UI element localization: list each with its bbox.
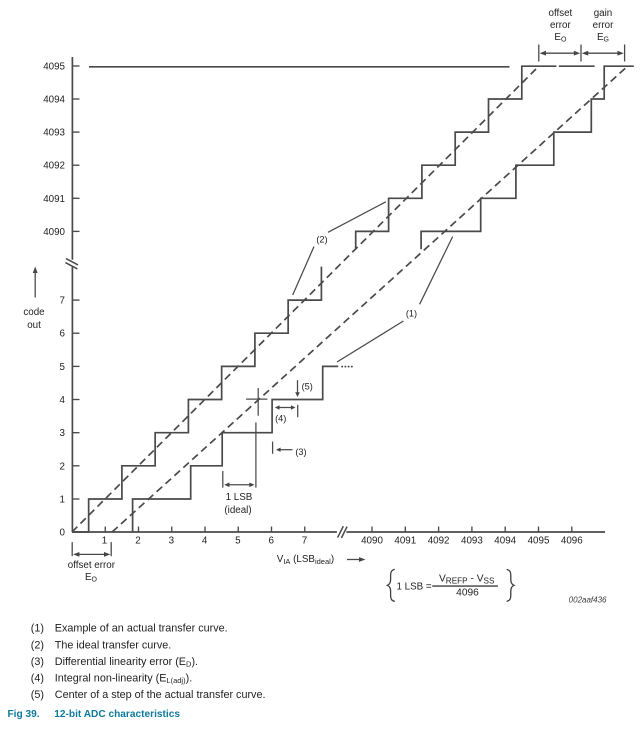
svg-text:002aaf436: 002aaf436: [569, 596, 607, 605]
svg-text:Example of an actual transfer: Example of an actual transfer curve.: [55, 623, 228, 635]
svg-text:4: 4: [202, 536, 208, 547]
svg-text:(2): (2): [316, 235, 327, 245]
svg-text:5: 5: [60, 362, 66, 373]
svg-text:1: 1: [60, 495, 65, 506]
svg-text:6: 6: [268, 536, 274, 547]
svg-text:4096: 4096: [561, 536, 583, 547]
svg-text:4096: 4096: [456, 588, 479, 599]
svg-text:2: 2: [60, 461, 65, 472]
svg-text:(3): (3): [295, 447, 306, 457]
svg-text:4091: 4091: [394, 536, 416, 547]
svg-text:offset: offset: [549, 8, 573, 19]
svg-text:(3): (3): [31, 656, 44, 668]
svg-text:1 LSB =: 1 LSB =: [397, 582, 432, 593]
svg-text:Differential linearity error (: Differential linearity error (ED).: [55, 656, 198, 669]
svg-text:error: error: [550, 20, 571, 31]
svg-text:4093: 4093: [461, 536, 483, 547]
svg-text:1: 1: [102, 536, 107, 547]
svg-text:4092: 4092: [428, 536, 450, 547]
svg-text:7: 7: [60, 296, 65, 307]
svg-text:3: 3: [169, 536, 175, 547]
svg-text:Center of a step of the actual: Center of a step of the actual transfer …: [55, 689, 266, 701]
svg-text:6: 6: [60, 329, 66, 340]
svg-text:3: 3: [60, 428, 66, 439]
svg-text:(1): (1): [31, 623, 44, 635]
svg-text:4090: 4090: [361, 536, 383, 547]
svg-text:(2): (2): [31, 639, 44, 651]
svg-text:4095: 4095: [528, 536, 550, 547]
svg-text:offset error: offset error: [68, 560, 116, 571]
svg-text:(4): (4): [31, 673, 44, 685]
svg-text:out: out: [27, 320, 41, 331]
svg-text:4091: 4091: [43, 194, 65, 205]
svg-text:4094: 4094: [494, 536, 516, 547]
svg-text:5: 5: [235, 536, 241, 547]
svg-text:error: error: [593, 20, 614, 31]
svg-text:2: 2: [135, 536, 140, 547]
svg-text:4090: 4090: [43, 227, 65, 238]
svg-text:gain: gain: [594, 8, 613, 19]
svg-text:EO: EO: [554, 32, 567, 44]
svg-text:Fig 39.: Fig 39.: [8, 709, 40, 720]
svg-text:4094: 4094: [43, 95, 65, 106]
svg-text:7: 7: [302, 536, 307, 547]
svg-text:(1): (1): [406, 309, 417, 319]
svg-text:(5): (5): [302, 382, 313, 392]
svg-text:VIA (LSBideal): VIA (LSBideal): [277, 554, 334, 566]
svg-text:The ideal transfer curve.: The ideal transfer curve.: [55, 639, 171, 651]
svg-text:code: code: [23, 307, 45, 318]
svg-text:EG: EG: [597, 32, 609, 44]
svg-text:4: 4: [60, 395, 66, 406]
svg-text:1 LSB: 1 LSB: [226, 492, 253, 503]
svg-text:12-bit ADC characteristics: 12-bit ADC characteristics: [54, 709, 180, 720]
svg-text:4093: 4093: [43, 128, 65, 139]
svg-text:VREFP - VSS: VREFP - VSS: [439, 573, 495, 585]
svg-text:(5): (5): [31, 689, 44, 701]
svg-text:(ideal): (ideal): [224, 505, 251, 516]
svg-text:(4): (4): [275, 414, 286, 424]
svg-text:0: 0: [60, 528, 66, 539]
svg-text:EO: EO: [85, 572, 98, 584]
svg-text:4095: 4095: [43, 62, 65, 73]
svg-text:Integral non-linearity (EL(adj: Integral non-linearity (EL(adj)).: [55, 673, 192, 686]
svg-text:4092: 4092: [43, 161, 65, 172]
